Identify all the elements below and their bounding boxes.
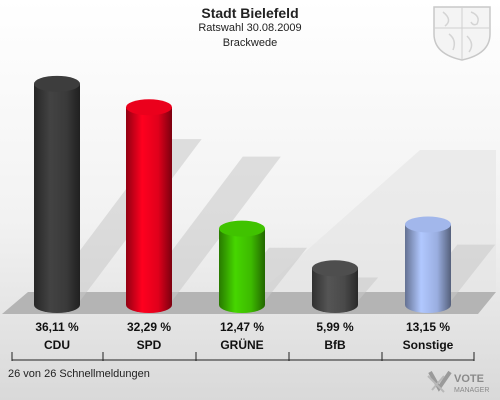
bar-top <box>405 216 451 233</box>
value-label: 12,47 % <box>220 320 264 334</box>
report-status: 26 von 26 Schnellmeldungen <box>8 368 150 380</box>
category-label: GRÜNE <box>220 337 263 352</box>
bar-body <box>126 107 172 313</box>
bar-body <box>312 268 358 313</box>
bar-top <box>312 260 358 277</box>
bar-bfb <box>312 260 358 313</box>
bar-top <box>34 75 80 92</box>
category-label: BfB <box>324 338 346 352</box>
svg-text:VOTE: VOTE <box>454 373 484 385</box>
bar-grüne <box>219 220 265 313</box>
bar-cdu <box>34 75 80 313</box>
votemanager-logo: VOTE MANAGER <box>427 370 489 394</box>
value-label: 36,11 % <box>35 320 79 334</box>
bar-spd <box>126 99 172 313</box>
chart-title: Stadt Bielefeld <box>201 5 299 21</box>
category-label: Sonstige <box>403 338 454 352</box>
bar-body <box>34 83 80 313</box>
coat-of-arms-icon <box>433 6 491 61</box>
bar-top <box>126 99 172 116</box>
district-name: Brackwede <box>222 37 278 49</box>
bar-sonstige <box>405 216 451 313</box>
bar-body <box>405 224 451 313</box>
bar-body <box>219 228 265 313</box>
bar-top <box>219 220 265 237</box>
chart-subtitle: Ratswahl 30.08.2009 <box>198 22 302 34</box>
category-label: CDU <box>44 338 70 352</box>
value-label: 13,15 % <box>406 320 450 334</box>
value-label: 32,29 % <box>127 320 171 334</box>
svg-text:MANAGER: MANAGER <box>454 387 489 394</box>
value-label: 5,99 % <box>316 320 354 334</box>
category-label: SPD <box>137 338 162 352</box>
